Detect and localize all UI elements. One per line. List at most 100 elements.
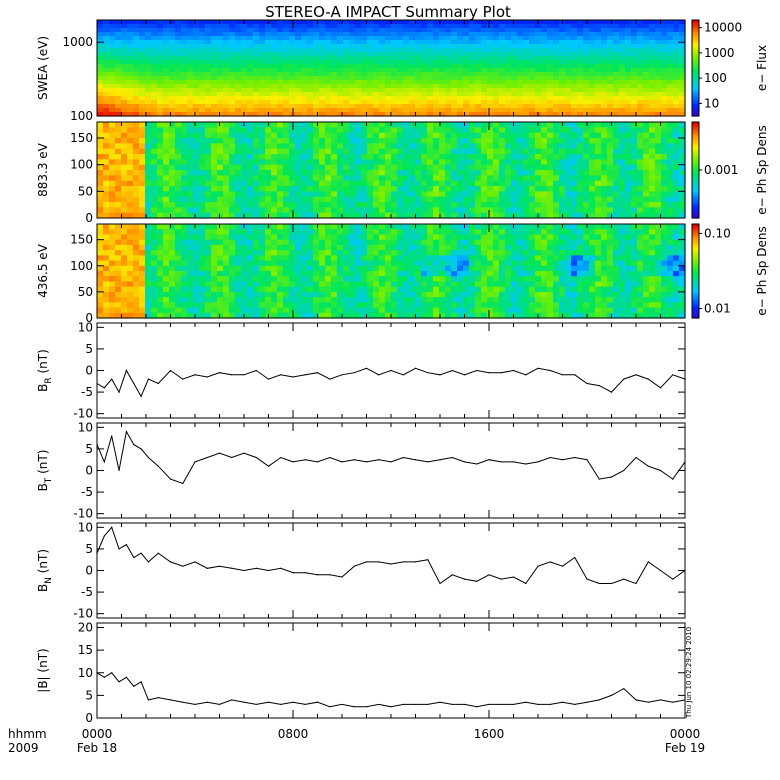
spectrogram-cell [271, 76, 278, 81]
spectrogram-cell [445, 84, 452, 89]
spectrogram-cell [157, 72, 164, 77]
spectrogram-cell [667, 154, 674, 160]
spectrogram-cell [505, 170, 512, 176]
spectrogram-cell [391, 44, 398, 49]
spectrogram-cell [637, 175, 644, 182]
colorbar-cell [692, 106, 699, 110]
spectrogram-cell [223, 281, 230, 288]
spectrogram-cell [175, 40, 182, 45]
spectrogram-cell [115, 112, 122, 117]
spectrogram-cell [427, 127, 434, 134]
spectrogram-cell [391, 28, 398, 33]
spectrogram-cell [679, 170, 686, 176]
spectrogram-cell [217, 96, 224, 101]
spectrogram-cell [631, 44, 638, 49]
spectrogram-cell [301, 180, 308, 187]
spectrogram-cell [439, 44, 446, 49]
spectrogram-cell [145, 24, 152, 29]
spectrogram-cell [259, 312, 266, 319]
spectrogram-cell [397, 52, 404, 57]
spectrogram-cell [379, 138, 386, 144]
spectrogram-cell [211, 80, 218, 85]
spectrogram-cell [151, 76, 158, 81]
spectrogram-cell [559, 52, 566, 57]
spectrogram-cell [109, 112, 116, 117]
spectrogram-cell [619, 100, 626, 105]
spectrogram-cell [103, 196, 110, 203]
spectrogram-cell [613, 148, 620, 155]
spectrogram-cell [643, 202, 650, 208]
spectrogram-cell [187, 164, 194, 171]
spectrogram-cell [133, 312, 140, 319]
spectrogram-cell [571, 76, 578, 81]
spectrogram-cell [469, 52, 476, 57]
spectrogram-cell [523, 32, 530, 37]
spectrogram-cell [175, 170, 182, 176]
spectrogram-cell [121, 202, 128, 208]
spectrogram-cell [181, 212, 188, 219]
spectrogram-cell [211, 96, 218, 101]
spectrogram-cell [487, 207, 494, 214]
spectrogram-cell [505, 32, 512, 37]
spectrogram-cell [463, 72, 470, 77]
spectrogram-cell [505, 138, 512, 144]
colorbar-cell [692, 113, 699, 117]
spectrogram-cell [103, 312, 110, 319]
spectrogram-cell [97, 20, 104, 25]
spectrogram-cell [241, 250, 248, 256]
spectrogram-cell [601, 154, 608, 160]
spectrogram-cell [667, 24, 674, 29]
spectrogram-cell [355, 56, 362, 61]
spectrogram-cell [631, 212, 638, 219]
spectrogram-cell [535, 191, 542, 198]
spectrogram-cell [451, 60, 458, 65]
spectrogram-cell [601, 68, 608, 73]
spectrogram-cell [529, 159, 536, 166]
spectrogram-cell [211, 72, 218, 77]
spectrogram-cell [181, 244, 188, 251]
spectrogram-cell [469, 143, 476, 150]
spectrogram-cell [367, 76, 374, 81]
spectrogram-cell [679, 180, 686, 187]
spectrogram-cell [547, 56, 554, 61]
spectrogram-cell [127, 108, 134, 113]
spectrogram-cell [205, 170, 212, 176]
spectrogram-cell [385, 20, 392, 25]
spectrogram-cell [391, 60, 398, 65]
spectrogram-cell [673, 68, 680, 73]
spectrogram-cell [175, 24, 182, 29]
spectrogram-cell [217, 28, 224, 33]
spectrogram-cell [355, 40, 362, 45]
spectrogram-cell [529, 52, 536, 57]
spectrogram-cell [235, 32, 242, 37]
spectrogram-cell [277, 307, 284, 314]
spectrogram-cell [115, 148, 122, 155]
spectrogram-cell [121, 138, 128, 144]
spectrogram-cell [391, 108, 398, 113]
spectrogram-cell [373, 44, 380, 49]
spectrogram-cell [463, 52, 470, 57]
spectrogram-cell [529, 186, 536, 192]
spectrogram-cell [583, 196, 590, 203]
spectrogram-cell [259, 170, 266, 176]
spectrogram-cell [337, 84, 344, 89]
spectrogram-cell [319, 88, 326, 93]
spectrogram-cell [229, 170, 236, 176]
spectrogram-cell [643, 122, 650, 128]
spectrogram-cell [205, 239, 212, 246]
spectrogram-cell [157, 180, 164, 187]
spectrogram-cell [151, 180, 158, 187]
spectrogram-cell [253, 180, 260, 187]
spectrogram-cell [487, 76, 494, 81]
spectrogram-cell [613, 32, 620, 37]
spectrogram-cell [319, 207, 326, 214]
spectrogram-cell [325, 127, 332, 134]
colorbar-cell [692, 162, 699, 166]
spectrogram-cell [565, 138, 572, 144]
spectrogram-cell [493, 44, 500, 49]
colorbar-cell [692, 215, 699, 219]
spectrogram-cell [493, 20, 500, 25]
spectrogram-cell [523, 154, 530, 160]
spectrogram-cell [343, 112, 350, 117]
spectrogram-cell [157, 56, 164, 61]
